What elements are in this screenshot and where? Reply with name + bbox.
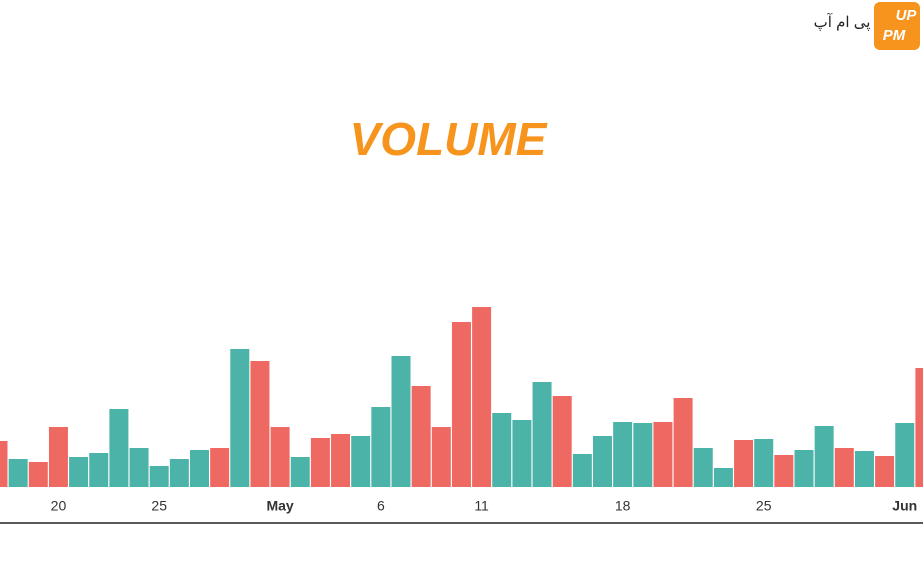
chart-title: VOLUME <box>350 113 548 165</box>
bar <box>351 436 371 487</box>
bar <box>794 450 814 487</box>
bar <box>169 459 189 487</box>
bar <box>391 356 411 487</box>
bar <box>854 451 874 487</box>
logo-text: PM <box>883 27 906 44</box>
bar <box>613 422 633 487</box>
bar <box>250 361 270 487</box>
bar <box>210 448 230 487</box>
bar <box>814 426 834 487</box>
logo-text: UP <box>896 7 918 24</box>
bar <box>593 436 612 487</box>
x-tick-label: 25 <box>756 498 772 514</box>
x-tick-label: 6 <box>377 498 385 514</box>
bar <box>532 382 552 487</box>
bar <box>774 455 794 487</box>
bar <box>451 322 471 487</box>
bar <box>149 466 169 487</box>
bar <box>270 427 290 487</box>
x-tick-label: 11 <box>474 498 489 514</box>
bar <box>331 434 351 487</box>
bar <box>713 468 733 487</box>
bar <box>290 457 310 487</box>
x-tick-label: May <box>266 498 293 514</box>
bar <box>552 396 572 487</box>
bar <box>411 386 431 487</box>
bar <box>310 438 330 487</box>
bar <box>0 441 8 487</box>
bar <box>633 423 653 487</box>
bar <box>895 423 915 487</box>
bar <box>834 448 854 487</box>
bar <box>371 407 391 487</box>
bar <box>472 307 492 487</box>
bar <box>69 457 89 487</box>
bar <box>653 422 673 487</box>
bar <box>492 413 512 487</box>
bar <box>754 439 774 487</box>
bar <box>693 448 713 487</box>
bar <box>89 453 109 487</box>
bar <box>190 450 209 487</box>
bar <box>8 459 28 487</box>
bar <box>875 456 895 487</box>
bar <box>915 368 923 487</box>
bar <box>734 440 754 487</box>
bar <box>512 420 532 487</box>
x-tick-label: 25 <box>151 498 167 514</box>
bar <box>48 427 68 487</box>
bar <box>28 462 48 487</box>
watermark-text: پی ام آپ <box>814 13 871 31</box>
bar <box>129 448 149 487</box>
bar <box>673 398 693 487</box>
x-tick-label: 18 <box>615 498 631 514</box>
logo <box>874 2 920 50</box>
bar <box>572 454 592 487</box>
bar <box>109 409 129 487</box>
bar <box>230 349 250 487</box>
x-tick-label: 20 <box>51 498 67 514</box>
bar <box>431 427 451 487</box>
x-tick-label: Jun <box>892 498 917 514</box>
